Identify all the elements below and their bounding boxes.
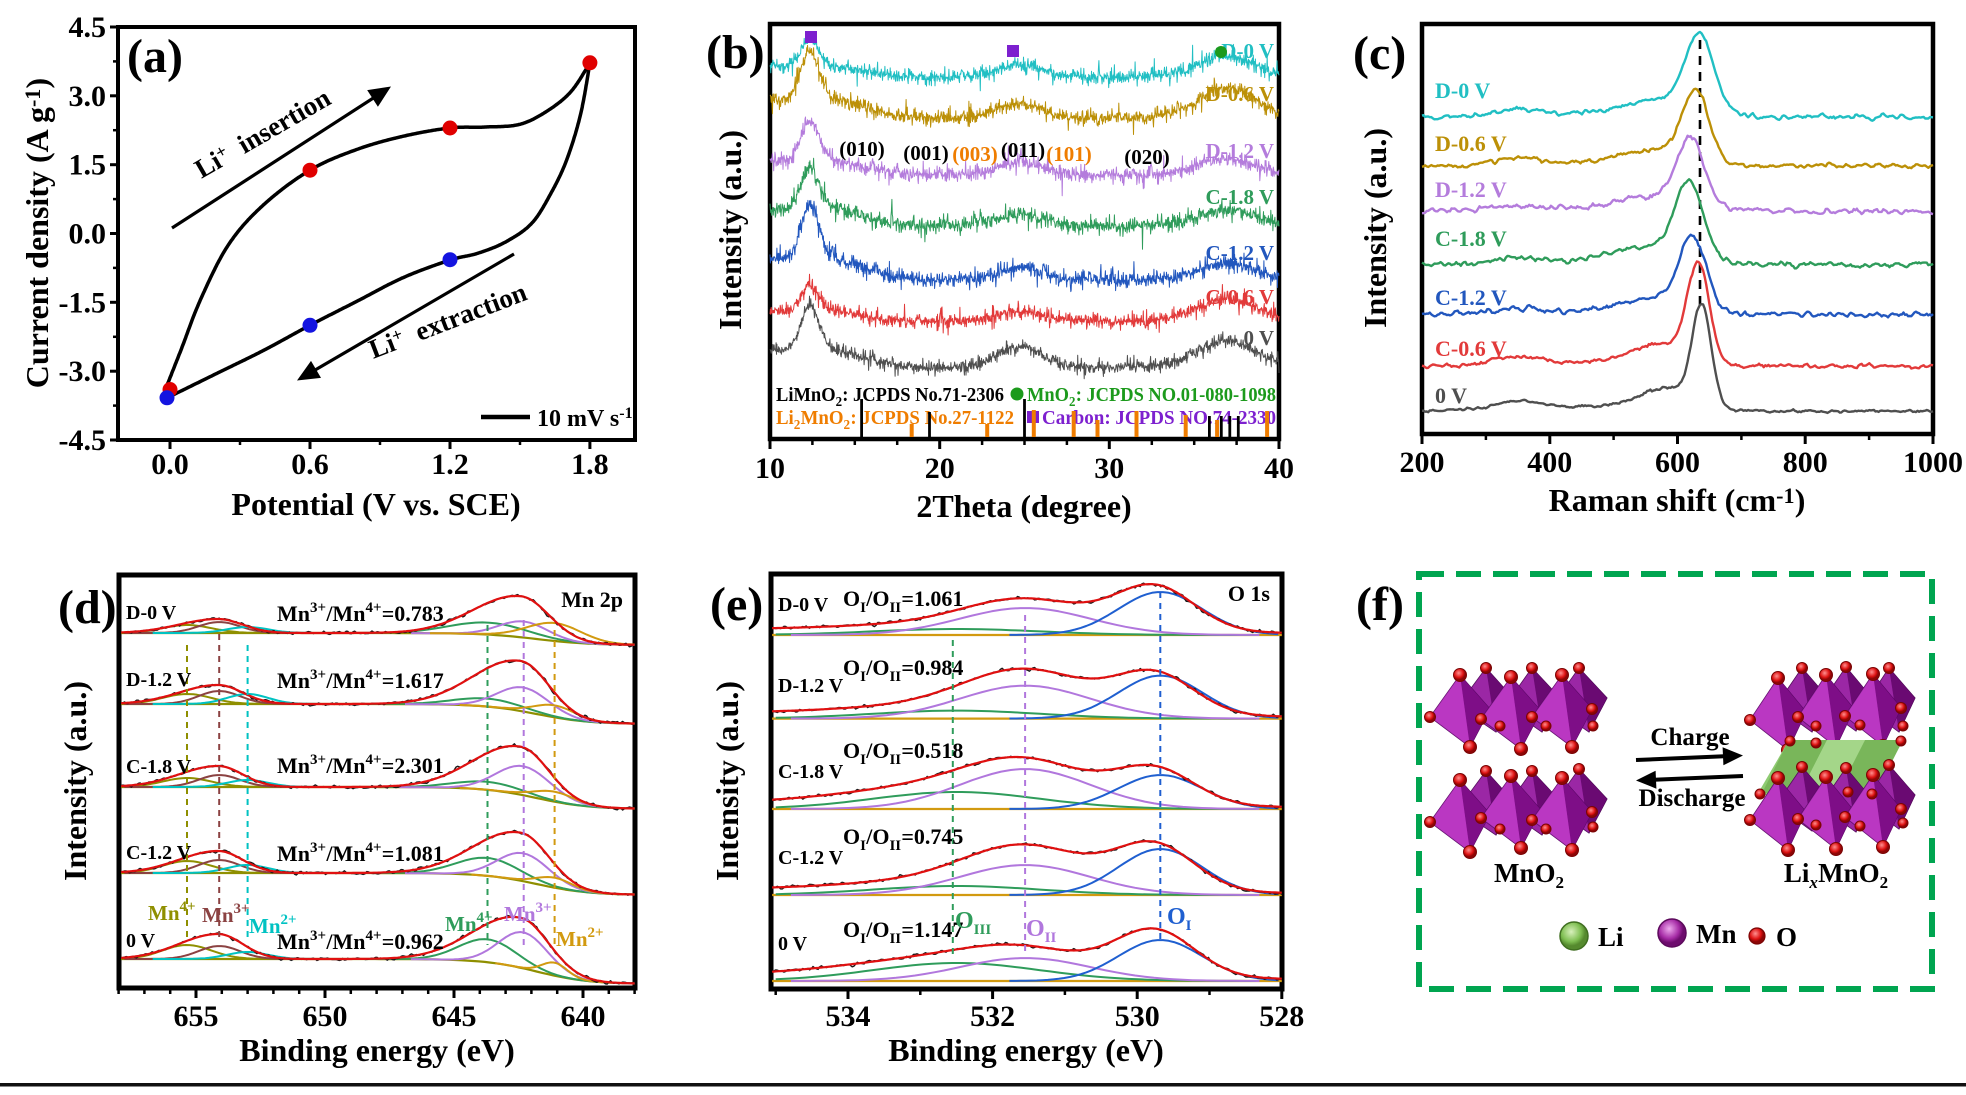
svg-text:20: 20 bbox=[925, 452, 955, 485]
svg-text:(a): (a) bbox=[127, 30, 183, 83]
svg-text:Mn3+: Mn3+ bbox=[202, 901, 250, 927]
svg-text:C-0.6 V: C-0.6 V bbox=[1435, 336, 1507, 361]
svg-text:(011): (011) bbox=[1001, 138, 1045, 162]
svg-text:(f): (f) bbox=[1356, 578, 1404, 631]
svg-text:Raman shift (cm-1 ): Raman shift (cm-1 ) bbox=[1549, 482, 1806, 518]
svg-text:528: 528 bbox=[1259, 1000, 1304, 1033]
svg-text:D-0 V: D-0 V bbox=[1435, 78, 1490, 103]
svg-text:D-1.2 V: D-1.2 V bbox=[1206, 139, 1274, 163]
svg-text:-3.0: -3.0 bbox=[59, 355, 107, 388]
svg-text:Intensity (a.u.): Intensity (a.u.) bbox=[712, 130, 748, 330]
svg-text:(003): (003) bbox=[952, 142, 998, 166]
svg-text:D-0 V: D-0 V bbox=[1221, 39, 1274, 63]
svg-text:3.0: 3.0 bbox=[69, 80, 107, 113]
svg-text:LiMnO2 : JCPDS No.71-2306: LiMnO2 : JCPDS No.71-2306 bbox=[776, 384, 1004, 410]
svg-text:MnO2 : JCPDS NO.01-080-1098: MnO2 : JCPDS NO.01-080-1098 bbox=[1027, 384, 1276, 410]
svg-text:(e): (e) bbox=[710, 578, 763, 631]
svg-text:C-1.2 V: C-1.2 V bbox=[1435, 285, 1507, 310]
svg-text:Current density (A g-1 ): Current density (A g-1 ) bbox=[19, 78, 55, 388]
svg-text:655: 655 bbox=[174, 1000, 219, 1033]
svg-text:40: 40 bbox=[1264, 452, 1294, 485]
svg-text:10 mV s-1: 10 mV s-1 bbox=[537, 405, 633, 432]
svg-text:D-0 V: D-0 V bbox=[126, 602, 177, 624]
svg-text:(c): (c) bbox=[1353, 27, 1406, 80]
svg-text:(020): (020) bbox=[1124, 145, 1170, 169]
svg-text:1.5: 1.5 bbox=[69, 149, 107, 182]
svg-text:(b): (b) bbox=[706, 26, 765, 79]
svg-text:O: O bbox=[1776, 922, 1797, 952]
svg-text:Mn3+ /Mn4+ =1.617: Mn3+ /Mn4+ =1.617 bbox=[277, 667, 444, 693]
svg-text:400: 400 bbox=[1527, 446, 1572, 479]
svg-text:0.0: 0.0 bbox=[151, 448, 189, 481]
svg-text:200: 200 bbox=[1400, 446, 1445, 479]
svg-text:0.0: 0.0 bbox=[69, 218, 107, 251]
svg-text:Li: Li bbox=[1598, 922, 1624, 952]
svg-text:(010): (010) bbox=[839, 137, 885, 161]
svg-text:600: 600 bbox=[1655, 446, 1700, 479]
svg-text:530: 530 bbox=[1115, 1000, 1160, 1033]
svg-text:D-0 V: D-0 V bbox=[778, 594, 829, 616]
svg-text:1.8: 1.8 bbox=[571, 448, 609, 481]
svg-text:MnO2: MnO2 bbox=[1494, 858, 1564, 892]
svg-text:D-1.2 V: D-1.2 V bbox=[1435, 177, 1507, 202]
svg-text:532: 532 bbox=[970, 1000, 1015, 1033]
svg-text:0 V: 0 V bbox=[126, 930, 156, 952]
svg-text:Mn3+ /Mn4+ =1.081: Mn3+ /Mn4+ =1.081 bbox=[277, 840, 444, 866]
svg-text:Mn 2p: Mn 2p bbox=[561, 587, 623, 612]
svg-text:Binding energy (eV): Binding energy (eV) bbox=[888, 1032, 1164, 1068]
svg-text:1.2: 1.2 bbox=[431, 448, 469, 481]
svg-text:O 1s: O 1s bbox=[1228, 581, 1271, 606]
svg-text:1000: 1000 bbox=[1903, 446, 1963, 479]
svg-text:C-1.8 V: C-1.8 V bbox=[1206, 185, 1274, 209]
svg-text:C-0.6 V: C-0.6 V bbox=[1206, 285, 1274, 309]
svg-text:10: 10 bbox=[755, 452, 785, 485]
svg-text:C-1.8 V: C-1.8 V bbox=[778, 761, 844, 783]
svg-text:0 V: 0 V bbox=[1435, 383, 1467, 408]
svg-text:0.6: 0.6 bbox=[291, 448, 329, 481]
svg-text:C-1.2 V: C-1.2 V bbox=[778, 847, 844, 869]
svg-text:Discharge: Discharge bbox=[1639, 785, 1746, 812]
svg-text:Intensity (a.u.): Intensity (a.u.) bbox=[709, 681, 745, 881]
svg-text:30: 30 bbox=[1094, 452, 1124, 485]
svg-text:Charge: Charge bbox=[1650, 724, 1729, 751]
svg-text:0 V: 0 V bbox=[1243, 326, 1274, 350]
svg-text:C-1.8 V: C-1.8 V bbox=[126, 756, 192, 778]
svg-text:534: 534 bbox=[826, 1000, 871, 1033]
svg-text:Mn3+ /Mn4+ =2.301: Mn3+ /Mn4+ =2.301 bbox=[277, 752, 444, 778]
svg-text:800: 800 bbox=[1783, 446, 1828, 479]
svg-text:Intensity (a.u.): Intensity (a.u.) bbox=[1357, 128, 1393, 328]
svg-text:2Theta (degree): 2Theta (degree) bbox=[916, 488, 1131, 524]
svg-text:-1.5: -1.5 bbox=[59, 286, 107, 319]
svg-text:(001): (001) bbox=[903, 141, 949, 165]
svg-text:640: 640 bbox=[561, 1000, 606, 1033]
svg-text:Binding energy (eV): Binding energy (eV) bbox=[239, 1032, 515, 1068]
svg-text:Mn3+ /Mn4+ =0.783: Mn3+ /Mn4+ =0.783 bbox=[277, 600, 444, 626]
svg-text:Intensity (a.u.): Intensity (a.u.) bbox=[57, 681, 93, 881]
svg-text:0 V: 0 V bbox=[778, 933, 808, 955]
svg-text:Li2 MnO2 : JCPDS No.27-1122: Li2 MnO2 : JCPDS No.27-1122 bbox=[776, 407, 1014, 433]
svg-text:Mn: Mn bbox=[1696, 919, 1737, 949]
svg-text:645: 645 bbox=[432, 1000, 477, 1033]
svg-text:Mn3+ /Mn4+ =0.962: Mn3+ /Mn4+ =0.962 bbox=[277, 928, 444, 954]
svg-text:C-1.2 V: C-1.2 V bbox=[126, 842, 192, 864]
svg-text:650: 650 bbox=[303, 1000, 348, 1033]
svg-text:D-0.6 V: D-0.6 V bbox=[1206, 82, 1274, 106]
svg-text:C-1.2 V: C-1.2 V bbox=[1206, 241, 1274, 265]
svg-text:4.5: 4.5 bbox=[69, 11, 107, 44]
svg-text:Potential (V vs. SCE): Potential (V vs. SCE) bbox=[231, 486, 520, 522]
svg-text:D-1.2 V: D-1.2 V bbox=[126, 669, 192, 691]
svg-text:(d): (d) bbox=[58, 581, 117, 634]
svg-text:C-1.8 V: C-1.8 V bbox=[1435, 226, 1507, 251]
svg-text:D-1.2 V: D-1.2 V bbox=[778, 675, 844, 697]
svg-text:(101): (101) bbox=[1046, 142, 1092, 166]
svg-text:Carbon: JCPDS NO.74-2330: Carbon: JCPDS NO.74-2330 bbox=[1042, 407, 1276, 429]
svg-text:Lix MnO2: Lix MnO2 bbox=[1784, 858, 1888, 892]
svg-text:D-0.6 V: D-0.6 V bbox=[1435, 131, 1507, 156]
svg-text:-4.5: -4.5 bbox=[59, 424, 107, 457]
